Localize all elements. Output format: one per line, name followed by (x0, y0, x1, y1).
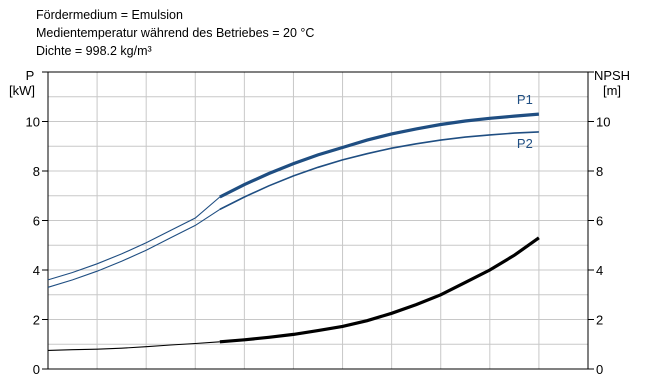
density-line: Dichte = 998.2 kg/m³ (36, 44, 152, 58)
left-axis-title: P (26, 68, 35, 83)
series-label-p1: P1 (517, 92, 533, 107)
left-tick-label: 10 (26, 115, 40, 130)
right-tick-label: 6 (596, 214, 603, 229)
left-tick-label: 2 (33, 313, 40, 328)
right-tick-label: 4 (596, 263, 603, 278)
chart-header: Fördermedium = Emulsion Medientemperatur… (36, 6, 314, 60)
left-tick-label: 8 (33, 164, 40, 179)
p2-curve-operating (219, 131, 539, 211)
right-axis-title: NPSH (594, 68, 630, 83)
axes: 0 2 4 6 8 10 0 2 4 6 8 10 (26, 71, 610, 376)
left-tick-label: 6 (33, 214, 40, 229)
labels: P[kW] NPSH[m] P1 P2 (9, 68, 630, 151)
series-label-p2: P2 (517, 136, 533, 151)
right-tick-label: 0 (596, 362, 603, 376)
right-axis-unit: [m] (603, 83, 621, 98)
temperature-line: Medientemperatur während des Betriebes =… (36, 26, 315, 40)
curves (47, 112, 540, 351)
left-tick-label: 0 (33, 362, 40, 376)
npsh-curve-operating (219, 236, 540, 344)
p1-curve-operating (219, 112, 540, 199)
right-tick-label: 10 (596, 115, 610, 130)
medium-line: Fördermedium = Emulsion (36, 8, 183, 22)
grid (48, 72, 588, 369)
left-tick-label: 4 (33, 263, 40, 278)
left-axis-unit: [kW] (9, 83, 35, 98)
p2-curve-thin (47, 208, 221, 288)
p1-curve-thin (47, 196, 221, 281)
right-tick-label: 8 (596, 164, 603, 179)
right-tick-label: 2 (596, 313, 603, 328)
npsh-curve-thin (47, 341, 220, 351)
